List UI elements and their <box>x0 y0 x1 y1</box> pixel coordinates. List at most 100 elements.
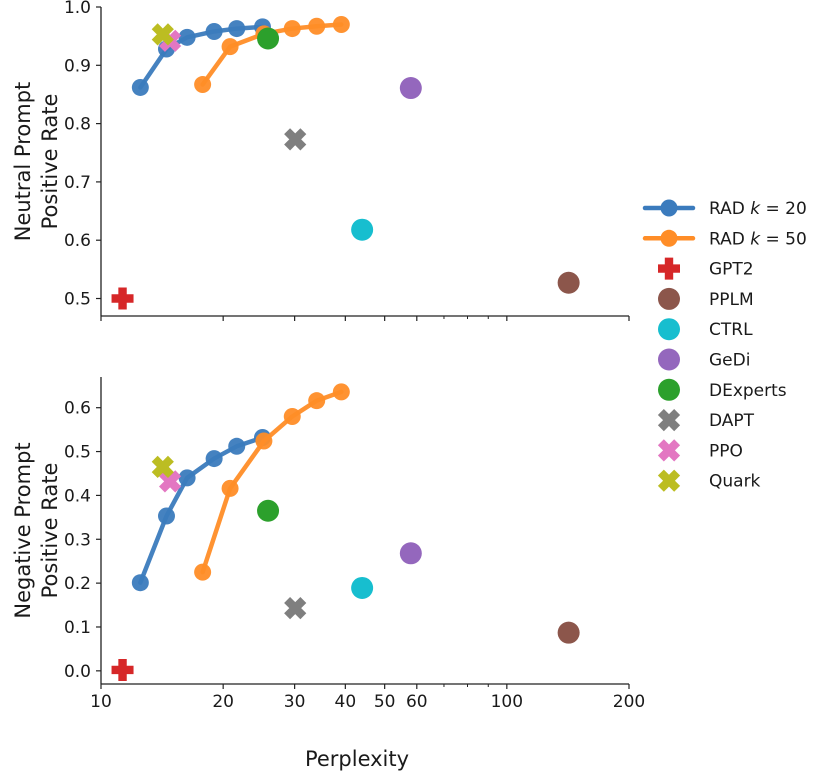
legend-swatch-marker <box>657 439 681 462</box>
negative-point-ppo <box>158 470 182 493</box>
negative-x-tick-label: 200 <box>613 692 645 712</box>
negative-point-dapt <box>284 597 307 620</box>
negative-y-axis-title: Negative Prompt Positive Rate <box>11 442 62 618</box>
negative-y-tick-label: 0.4 <box>64 486 91 506</box>
negative-x-tick-label: 60 <box>406 692 428 712</box>
negative-series-point-rad-k-20 <box>205 450 223 468</box>
negative-y-tick-label: 0.0 <box>64 662 91 682</box>
legend-entry-ppo: PPO <box>657 439 743 462</box>
negative-y-axis-title-line: Negative Prompt <box>11 442 35 618</box>
negative-series-point-rad-k-20 <box>157 507 175 525</box>
neutral-series-point-rad-k-50 <box>194 76 212 94</box>
neutral-point-quark <box>151 23 174 46</box>
legend-swatch-marker-shape <box>657 408 681 432</box>
negative-y-tick-label: 0.6 <box>64 399 91 419</box>
legend-label: Quark <box>709 472 761 492</box>
legend-swatch-marker-shape <box>657 439 681 462</box>
legend-label: RAD k = 50 <box>709 229 807 249</box>
neutral-series-point-rad-k-50 <box>283 20 301 38</box>
negative-y-tick-label: 0.3 <box>64 530 91 550</box>
legend-swatch-marker <box>658 348 680 371</box>
negative-y-axis-title-line: Positive Rate <box>38 463 62 599</box>
legend-entry-quark: Quark <box>657 469 761 492</box>
neutral-series-point-rad-k-20 <box>131 78 149 96</box>
negative-x-tick-label: 20 <box>212 692 234 712</box>
negative-series-point-rad-k-50 <box>332 383 350 401</box>
negative-point-dapt-shape <box>284 597 307 620</box>
negative-series-line-rad-k-50 <box>200 389 344 575</box>
negative-point-gpt2 <box>111 658 134 681</box>
legend-entry-pplm: PPLM <box>658 287 754 310</box>
negative-x-tick-label: 100 <box>491 692 523 712</box>
legend-label: RAD k = 20 <box>709 199 807 219</box>
neutral-series-point-rad-k-20 <box>178 28 196 46</box>
negative-point-quark <box>151 455 174 479</box>
negative-series-point-rad-k-20 <box>131 574 149 592</box>
neutral-y-axis-title-line: Positive Rate <box>38 94 62 230</box>
neutral-point-gedi <box>399 77 422 100</box>
negative-series-point-rad-k-50 <box>283 407 301 425</box>
neutral-point-ctrl <box>351 218 374 241</box>
neutral-point-pplm <box>557 271 580 294</box>
neutral-point-gpt2 <box>111 287 134 310</box>
legend-entry-gpt2: GPT2 <box>658 257 754 280</box>
negative-point-ctrl <box>351 576 374 599</box>
negative-series-point-rad-k-50 <box>221 479 239 497</box>
negative-point-quark-shape <box>151 455 174 479</box>
legend-entry-rad-k-50: RAD k = 50 <box>642 229 807 249</box>
neutral-series-point-rad-k-50 <box>221 38 239 56</box>
neutral-series-point-rad-k-20 <box>205 22 223 40</box>
neutral-y-tick-label: 0.6 <box>64 231 91 251</box>
negative-point-pplm <box>557 621 580 644</box>
legend-label: DAPT <box>709 411 755 431</box>
legend-swatch-marker <box>658 318 680 341</box>
legend-swatch-marker <box>658 287 680 310</box>
panel-negative-prompt: 0.0 0.1 0.2 0.3 0.4 0.5 0.6 10 20 30 40 50 60 100 200 N… <box>11 377 645 712</box>
legend-label: GeDi <box>709 351 750 371</box>
neutral-y-axis-title-line: Neutral Prompt <box>11 82 35 242</box>
negative-series-point-rad-k-50 <box>308 392 326 410</box>
legend-label: CTRL <box>709 320 753 340</box>
legend: RAD k = 20 RAD k = 50 GPT2 PPLM CTRL GeDi DExp… <box>642 199 807 492</box>
negative-point-gedi <box>399 542 422 565</box>
negative-point-ppo-shape <box>158 470 182 493</box>
legend-entry-rad-k-20: RAD k = 20 <box>642 199 807 219</box>
neutral-series-point-rad-k-20 <box>228 20 246 38</box>
legend-label: GPT2 <box>709 260 754 280</box>
negative-y-tick-label: 0.1 <box>64 618 91 638</box>
x-axis-title-group: Perplexity <box>305 747 409 771</box>
legend-label: PPLM <box>709 290 754 310</box>
negative-x-tick-label: 10 <box>90 692 112 712</box>
neutral-series-point-rad-k-50 <box>332 15 350 33</box>
negative-series-point-rad-k-50 <box>255 432 273 450</box>
legend-label: PPO <box>709 441 743 461</box>
neutral-y-tick-label: 0.8 <box>64 115 91 135</box>
negative-x-tick-label: 30 <box>284 692 306 712</box>
legend-swatch-marker <box>660 229 678 247</box>
x-axis-title: Perplexity <box>305 747 409 771</box>
negative-y-tick-label: 0.2 <box>64 574 91 594</box>
legend-entry-ctrl: CTRL <box>658 318 753 341</box>
negative-series-point-rad-k-20 <box>178 469 196 487</box>
negative-x-tick-label: 40 <box>335 692 357 712</box>
legend-swatch-marker <box>658 257 680 280</box>
legend-entry-dexperts: DExperts <box>658 378 787 401</box>
neutral-point-dapt <box>284 128 307 151</box>
negative-y-tick-label: 0.5 <box>64 443 91 463</box>
neutral-point-quark-shape <box>151 23 174 46</box>
neutral-point-dexperts <box>257 27 280 50</box>
negative-series-point-rad-k-50 <box>194 563 212 581</box>
legend-swatch-marker <box>657 408 681 432</box>
neutral-y-tick-label: 0.7 <box>64 173 91 193</box>
neutral-point-dapt-shape <box>284 128 307 151</box>
legend-swatch-marker <box>660 199 678 217</box>
legend-entry-gedi: GeDi <box>658 348 750 371</box>
legend-swatch-marker <box>658 378 680 401</box>
neutral-y-axis-title: Neutral Prompt Positive Rate <box>11 82 62 242</box>
negative-x-tick-label: 50 <box>374 692 396 712</box>
negative-series-point-rad-k-20 <box>228 437 246 455</box>
neutral-y-tick-label: 0.5 <box>64 290 91 310</box>
panel-neutral-prompt: 0.5 0.6 0.7 0.8 0.9 1.0 Neutral Prompt Positive… <box>11 0 630 321</box>
legend-entry-dapt: DAPT <box>657 408 755 432</box>
